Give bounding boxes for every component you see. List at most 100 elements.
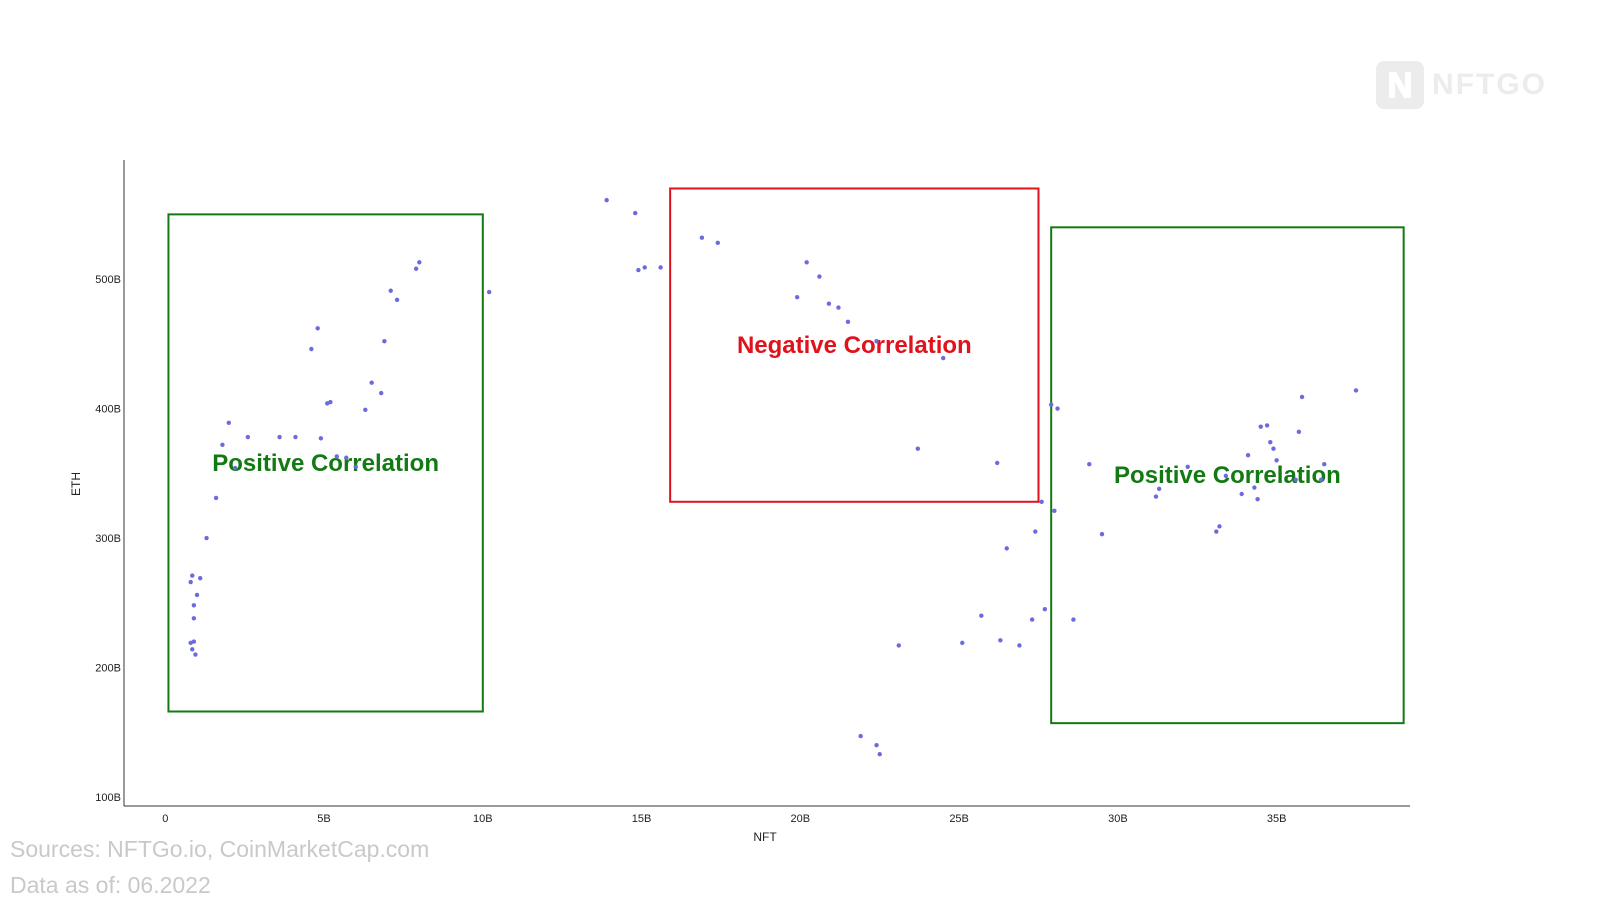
data-point xyxy=(1322,462,1327,467)
data-point xyxy=(995,460,1000,466)
sources-note: Sources: NFTGo.io, CoinMarketCap.com xyxy=(10,836,430,862)
data-point xyxy=(353,464,358,470)
data-point xyxy=(845,319,851,325)
data-point xyxy=(394,297,400,303)
data-point xyxy=(188,579,193,585)
data-point xyxy=(1004,546,1009,551)
positive-correlation-box xyxy=(167,213,484,713)
data-point xyxy=(382,339,387,344)
data-point xyxy=(1252,485,1257,490)
data-point xyxy=(1039,499,1044,504)
data-point xyxy=(204,535,209,541)
data-point xyxy=(232,465,238,471)
data-point xyxy=(293,434,298,440)
logo-text: NFTGO xyxy=(1432,68,1547,101)
logo-mark-icon xyxy=(1376,61,1424,109)
data-point xyxy=(874,742,879,748)
data-point xyxy=(1185,464,1190,470)
data-date-note: Data as of: 06.2022 xyxy=(10,872,211,898)
data-point xyxy=(369,380,374,385)
data-point xyxy=(315,326,320,331)
data-point xyxy=(379,390,384,396)
annotation-layer: Positive Correlation Negative Correlation… xyxy=(167,187,1405,725)
data-point xyxy=(191,616,197,621)
data-point xyxy=(699,235,705,240)
data-point xyxy=(915,446,921,451)
data-point xyxy=(1214,529,1219,534)
data-point xyxy=(1042,607,1048,612)
data-point xyxy=(1318,477,1324,482)
data-point xyxy=(896,643,901,648)
data-point xyxy=(190,647,195,652)
data-point xyxy=(213,495,219,501)
data-point xyxy=(194,592,200,598)
data-point xyxy=(1353,388,1359,393)
x-tick-label: 0 xyxy=(162,813,168,825)
data-point xyxy=(633,210,638,216)
data-point xyxy=(1296,429,1302,435)
x-tick-label: 20B xyxy=(791,813,811,825)
data-point xyxy=(1156,486,1162,492)
x-tick-label: 15B xyxy=(632,813,652,825)
data-point xyxy=(874,339,879,344)
data-point xyxy=(1255,496,1260,502)
data-points xyxy=(188,197,1359,757)
data-point xyxy=(191,639,197,644)
data-point xyxy=(417,260,422,265)
data-point xyxy=(318,436,324,441)
axes: 0 5B 10B 15B 20B 25B 30B 35B 100B 200B 300B 400B 500… xyxy=(95,160,1410,825)
x-tick-label: 25B xyxy=(949,813,969,825)
data-point xyxy=(941,355,946,361)
data-point xyxy=(1048,402,1054,407)
y-axis-title: ETH xyxy=(69,472,83,496)
x-tick-label: 10B xyxy=(473,813,493,825)
data-point xyxy=(658,265,663,270)
data-point xyxy=(1055,406,1060,411)
data-point xyxy=(836,305,841,310)
data-point xyxy=(1293,477,1298,482)
data-point xyxy=(998,638,1003,643)
data-point xyxy=(1239,491,1244,497)
x-tick-label: 5B xyxy=(317,813,330,825)
data-point xyxy=(1087,462,1092,467)
y-tick-label: 200B xyxy=(95,662,121,674)
y-tick-label: 300B xyxy=(95,533,121,545)
data-point xyxy=(277,434,282,440)
negative-correlation-label: Negative Correlation xyxy=(737,332,972,359)
data-point xyxy=(1274,458,1279,463)
data-point xyxy=(715,240,720,246)
data-point xyxy=(960,640,965,646)
data-point xyxy=(226,420,231,426)
data-point xyxy=(1033,529,1038,534)
data-point xyxy=(826,301,832,306)
data-point xyxy=(198,575,203,581)
data-point xyxy=(636,267,641,273)
data-point xyxy=(486,289,492,295)
data-point xyxy=(1099,531,1105,537)
data-point xyxy=(1071,617,1076,622)
y-tick-label: 100B xyxy=(95,792,121,804)
x-tick-label: 35B xyxy=(1267,813,1287,825)
data-point xyxy=(328,399,333,405)
data-point xyxy=(1299,394,1305,400)
data-point xyxy=(817,274,822,279)
data-point xyxy=(858,733,863,739)
data-point xyxy=(1052,508,1057,514)
data-point xyxy=(220,442,225,448)
data-point xyxy=(334,454,339,459)
data-point xyxy=(193,652,198,657)
positive-correlation-box xyxy=(1050,226,1405,725)
positive-correlation-label: Positive Correlation xyxy=(212,450,439,477)
data-point xyxy=(1268,440,1273,445)
negative-correlation-box xyxy=(669,187,1040,503)
data-point xyxy=(1245,452,1251,458)
data-point xyxy=(1271,446,1276,451)
nftgo-logo: NFTGO xyxy=(1376,60,1547,110)
y-tick-label: 500B xyxy=(95,274,121,286)
data-point xyxy=(191,603,197,608)
data-point xyxy=(979,613,984,618)
data-point xyxy=(1217,524,1222,529)
data-point xyxy=(1153,494,1159,499)
data-point xyxy=(1264,423,1270,428)
